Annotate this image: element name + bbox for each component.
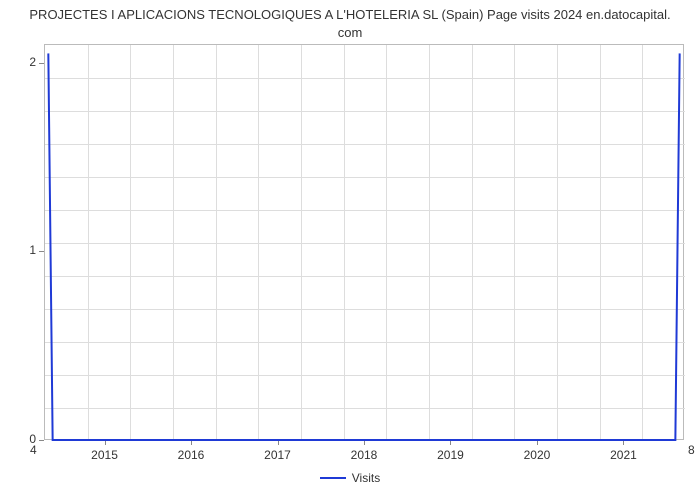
series-line-visits (48, 53, 679, 440)
series-svg (0, 0, 700, 500)
chart-container: PROJECTES I APLICACIONS TECNOLOGIQUES A … (0, 0, 700, 500)
